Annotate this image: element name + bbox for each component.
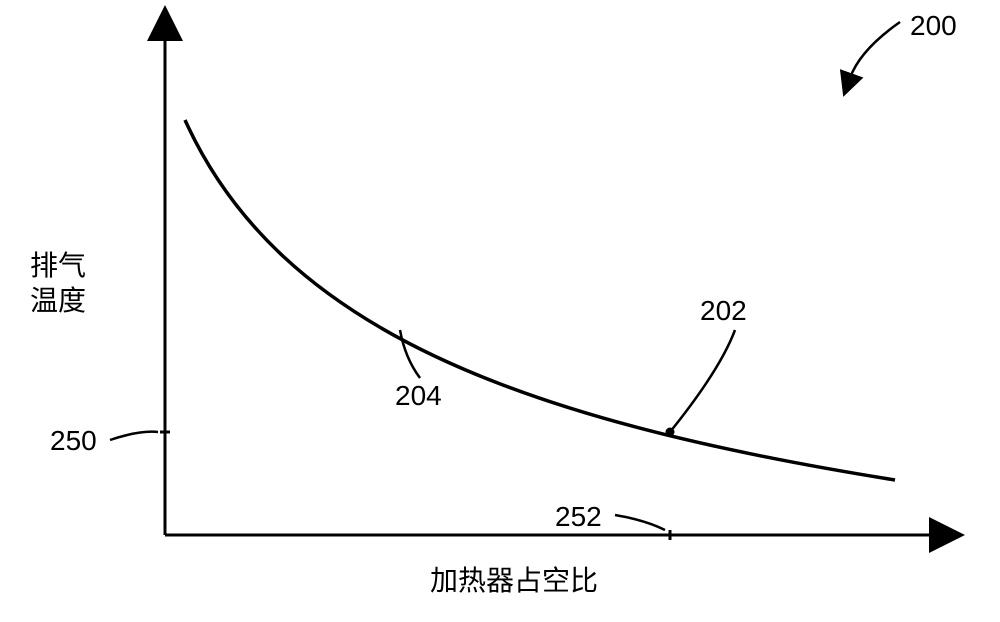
chart-svg: 排气 温度 加热器占空比 200 202 204 250 252: [0, 0, 1000, 622]
leader-202: [670, 330, 735, 432]
leader-204: [400, 330, 420, 378]
x-axis-label: 加热器占空比: [430, 565, 598, 596]
callout-252-label: 252: [555, 501, 602, 532]
leader-250: [110, 432, 158, 440]
chart-area: [110, 22, 935, 540]
y-axis-label-line1: 排气: [30, 250, 86, 281]
curve: [185, 120, 895, 480]
leader-252: [615, 515, 665, 530]
y-axis-label-line2: 温度: [30, 285, 86, 316]
figure-id-arrow: [850, 22, 900, 78]
callout-202-label: 202: [700, 295, 747, 326]
callout-204-label: 204: [395, 380, 442, 411]
figure-id-label: 200: [910, 10, 957, 41]
callout-250-label: 250: [50, 425, 97, 456]
